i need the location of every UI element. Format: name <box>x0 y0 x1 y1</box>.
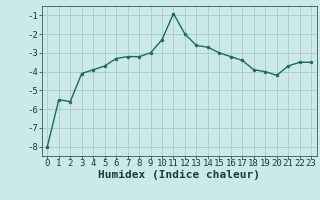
X-axis label: Humidex (Indice chaleur): Humidex (Indice chaleur) <box>98 170 260 180</box>
